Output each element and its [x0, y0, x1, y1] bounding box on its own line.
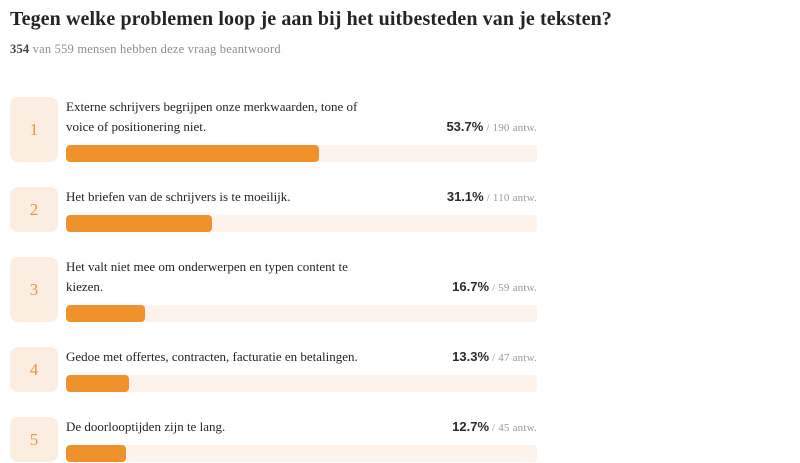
answer-label: Gedoe met offertes, contracten, facturat… — [66, 349, 358, 364]
bar-fill — [66, 375, 129, 392]
bar-track — [66, 445, 537, 462]
answer-percent: 12.7% — [452, 419, 490, 434]
results-list: 1 Externe schrijvers begrijpen onze merk… — [10, 97, 537, 462]
result-row: 5 De doorlooptijden zijn te lang. 12.7% /… — [10, 417, 537, 462]
result-content: Het valt niet mee om onderwerpen en type… — [66, 257, 537, 322]
bar-track — [66, 215, 537, 232]
label-row: Externe schrijvers begrijpen onze merkwa… — [66, 97, 537, 137]
answer-percent: 16.7% — [452, 279, 490, 294]
bar-fill — [66, 305, 145, 322]
answer-label: De doorlooptijden zijn te lang. — [66, 419, 226, 434]
result-content: De doorlooptijden zijn te lang. 12.7%/ 4… — [66, 417, 537, 462]
result-row: 1 Externe schrijvers begrijpen onze merk… — [10, 97, 537, 162]
rank-badge: 4 — [10, 347, 58, 392]
bar-fill — [66, 145, 319, 162]
rank-badge: 1 — [10, 97, 58, 162]
bar-fill — [66, 215, 213, 232]
answer-label: Het valt niet mee om onderwerpen en type… — [66, 259, 348, 294]
label-row: De doorlooptijden zijn te lang. 12.7%/ 4… — [66, 417, 537, 437]
result-content: Gedoe met offertes, contracten, facturat… — [66, 347, 537, 392]
result-content: Externe schrijvers begrijpen onze merkwa… — [66, 97, 537, 162]
answer-stats: 53.7%/ 190 antw. — [446, 118, 537, 137]
label-row: Het valt niet mee om onderwerpen en type… — [66, 257, 537, 297]
answer-stats: 31.1%/ 110 antw. — [447, 188, 537, 207]
answer-label: Externe schrijvers begrijpen onze merkwa… — [66, 99, 358, 134]
result-content: Het briefen van de schrijvers is te moei… — [66, 187, 537, 232]
answer-percent: 13.3% — [452, 349, 490, 364]
answer-stats: 12.7%/ 45 antw. — [452, 418, 537, 437]
result-row: 2 Het briefen van de schrijvers is te mo… — [10, 187, 537, 232]
label-row: Het briefen van de schrijvers is te moei… — [66, 187, 537, 207]
answer-count: / 190 antw. — [486, 122, 537, 134]
result-row: 4 Gedoe met offertes, contracten, factur… — [10, 347, 537, 392]
bar-fill — [66, 445, 126, 462]
answered-count-line: 354 van 559 mensen hebben deze vraag bea… — [10, 42, 800, 57]
bar-track — [66, 305, 537, 322]
answered-count: 354 — [10, 42, 30, 56]
answered-count-text: van 559 mensen hebben deze vraag beantwo… — [29, 42, 281, 56]
answer-count: / 59 antw. — [492, 282, 537, 294]
answer-percent: 31.1% — [446, 189, 484, 204]
answer-label: Het briefen van de schrijvers is te moei… — [66, 189, 291, 204]
answer-stats: 16.7%/ 59 antw. — [452, 278, 537, 297]
rank-badge: 2 — [10, 187, 58, 232]
page-title: Tegen welke problemen loop je aan bij he… — [10, 8, 612, 30]
answer-count: / 45 antw. — [492, 422, 537, 434]
result-row: 3 Het valt niet mee om onderwerpen en ty… — [10, 257, 537, 322]
answer-count: / 47 antw. — [492, 352, 537, 364]
bar-track — [66, 375, 537, 392]
rank-badge: 3 — [10, 257, 58, 322]
answer-count: / 110 antw. — [486, 192, 537, 204]
bar-track — [66, 145, 537, 162]
rank-badge: 5 — [10, 417, 58, 462]
label-row: Gedoe met offertes, contracten, facturat… — [66, 347, 537, 367]
answer-stats: 13.3%/ 47 antw. — [452, 348, 537, 367]
answer-percent: 53.7% — [446, 119, 484, 134]
